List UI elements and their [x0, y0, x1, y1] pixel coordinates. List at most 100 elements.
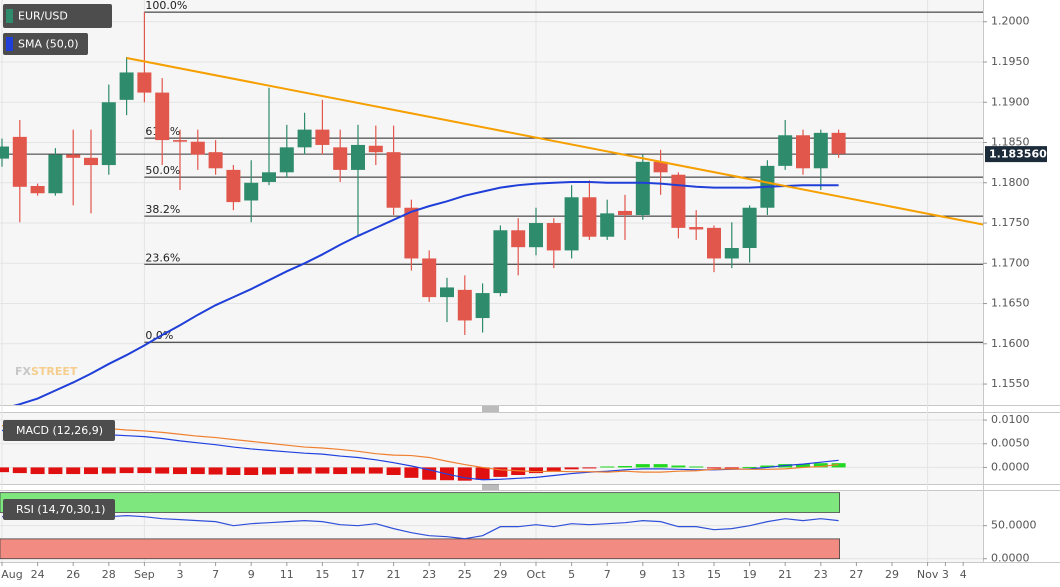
y-tick-label: 1.1550	[991, 377, 1030, 390]
macd-histogram-bar	[582, 467, 597, 469]
macd-histogram-bar	[760, 465, 775, 468]
rsi-plot	[0, 492, 983, 560]
macd-histogram-bar	[368, 467, 383, 474]
resize-handle[interactable]	[482, 484, 499, 490]
candle-body	[48, 154, 63, 194]
legend-swatch	[6, 37, 13, 51]
x-tick-label: 24	[31, 568, 45, 581]
x-tick-label: 19	[743, 568, 757, 581]
candle-body	[279, 147, 294, 173]
x-tick-label: 7	[212, 568, 219, 581]
last-price-label: 1.183560	[989, 148, 1047, 161]
symbol-legend: EUR/USD SMA (50,0)	[3, 4, 112, 55]
indicator-label: RSI (14,70,30,1)	[16, 503, 105, 516]
candle-body	[546, 223, 561, 251]
macd-panel	[0, 412, 983, 484]
candle-body	[422, 258, 437, 298]
candle-body	[475, 293, 490, 319]
macd-histogram-bar	[546, 467, 561, 472]
macd-histogram-bar	[689, 466, 704, 468]
x-tick-label: 7	[604, 568, 611, 581]
candle-body	[742, 207, 757, 248]
x-tick-label: 15	[707, 568, 721, 581]
candle-body	[724, 247, 739, 259]
rsi-band	[0, 492, 840, 513]
macd-histogram-bar	[297, 467, 312, 474]
x-tick-label: 21	[387, 568, 401, 581]
candle-body	[208, 152, 223, 169]
macd-histogram-bar	[618, 466, 632, 468]
macd-histogram-bar	[493, 467, 508, 477]
macd-histogram-bar	[796, 464, 810, 468]
candle-body	[671, 174, 686, 228]
x-tick-label: 4	[960, 568, 967, 581]
indicator-label: MACD (12,26,9)	[16, 424, 103, 437]
macd-histogram-bar	[279, 467, 294, 475]
macd-histogram-bar	[600, 466, 615, 468]
y-tick-label: 0.0050	[991, 437, 1030, 450]
x-tick-label: Aug	[1, 568, 22, 581]
macd-histogram-bar	[404, 467, 419, 478]
x-tick-label: 29	[885, 568, 899, 581]
candle-body	[689, 227, 704, 230]
x-tick-label: 26	[66, 568, 80, 581]
macd-histogram-bar	[119, 467, 134, 474]
x-tick-label: 3	[177, 568, 184, 581]
legend-box	[3, 33, 88, 55]
macd-histogram-bar	[66, 467, 81, 475]
y-tick-label: 1.1750	[991, 216, 1030, 229]
x-tick-label: 9	[248, 568, 255, 581]
candle-body	[582, 197, 597, 237]
candle-body	[457, 289, 472, 321]
x-tick-label: 27	[849, 568, 863, 581]
price-panel	[0, 0, 983, 405]
macd-histogram-bar	[386, 467, 401, 475]
macd-histogram-bar	[173, 467, 187, 475]
macd-histogram-bar	[155, 467, 170, 474]
macd-histogram-bar	[84, 467, 98, 475]
candle-body	[84, 157, 98, 166]
y-tick-label: 1.1800	[991, 176, 1030, 189]
candle-body	[618, 210, 632, 215]
macd-histogram-bar	[475, 467, 490, 480]
y-tick-label: 1.1900	[991, 95, 1030, 108]
candle-body	[119, 72, 134, 100]
macd-histogram-bar	[48, 467, 63, 475]
x-tick-label: 25	[458, 568, 472, 581]
macd-histogram-bar	[351, 467, 365, 474]
y-tick-label: 1.1700	[991, 256, 1030, 269]
y-tick-label: 1.1950	[991, 55, 1030, 68]
x-tick-label: 23	[422, 568, 436, 581]
y-tick-label: 0.0100	[991, 413, 1030, 426]
macd-histogram-bar	[724, 467, 739, 469]
x-tick-label: 11	[280, 568, 294, 581]
candle-body	[813, 132, 828, 169]
x-tick-label: 29	[493, 568, 507, 581]
candle-body	[493, 230, 508, 294]
candle-body	[315, 129, 330, 145]
candle-body	[796, 135, 810, 169]
macd-histogram-bar	[529, 467, 543, 474]
candle-body	[511, 230, 526, 248]
macd-histogram-bar	[12, 467, 27, 474]
macd-histogram-bar	[137, 467, 152, 474]
candle-body	[404, 207, 419, 259]
x-tick-label: 21	[778, 568, 792, 581]
candle-body	[351, 144, 365, 170]
watermark: STREET	[31, 365, 78, 378]
y-tick-label: 1.1600	[991, 337, 1030, 350]
macd-histogram-bar	[0, 467, 9, 473]
rsi-band	[0, 538, 840, 560]
candle-body	[564, 197, 579, 251]
y-tick-label: 1.2000	[991, 15, 1030, 28]
candle-body	[707, 227, 721, 259]
legend-box	[3, 499, 115, 520]
y-tick-label: 1.1850	[991, 136, 1030, 149]
macd-histogram-bar	[333, 467, 348, 475]
resize-handle[interactable]	[482, 406, 499, 412]
macd-histogram-bar	[653, 464, 668, 468]
macd-histogram-bar	[244, 467, 259, 475]
macd-line	[1, 424, 839, 473]
x-tick-label: 3	[942, 568, 949, 581]
fib-label: 50.0%	[145, 164, 180, 177]
